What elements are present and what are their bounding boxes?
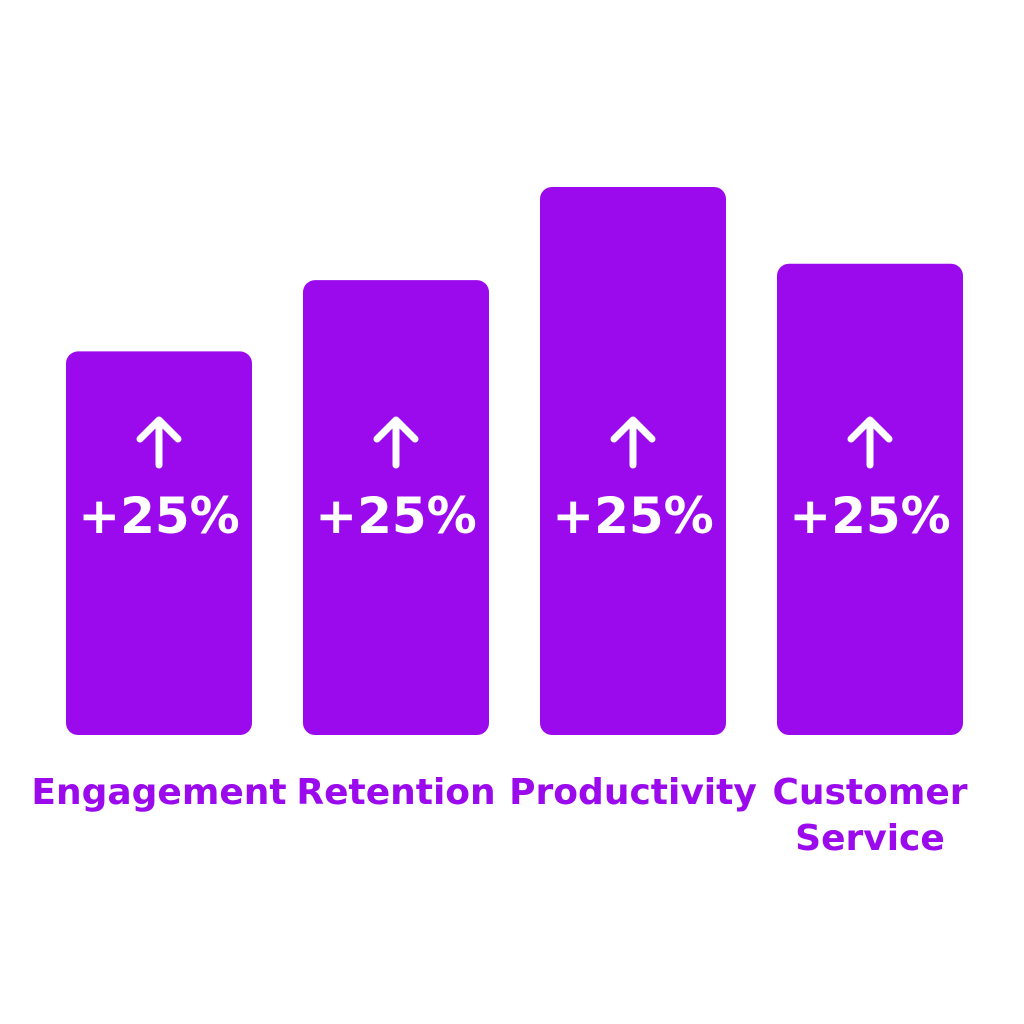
bars-group: +25% +25% +25% +25% <box>66 187 963 735</box>
category-label-engagement: Engagement <box>31 772 286 813</box>
arrow-up-icon <box>136 416 182 469</box>
value-label-customer-service: +25% <box>789 487 951 545</box>
category-label-customer-service-line-2: Service <box>795 818 945 859</box>
category-labels-group: Engagement Retention Productivity Customer S… <box>31 772 967 859</box>
category-label-customer-service-line-1: Customer <box>772 772 967 813</box>
value-label-retention: +25% <box>315 487 477 545</box>
value-label-productivity: +25% <box>552 487 714 545</box>
value-label-engagement: +25% <box>78 487 240 545</box>
category-label-retention: Retention <box>296 772 495 813</box>
arrow-up-icon <box>610 416 656 469</box>
bar-engagement <box>66 351 252 735</box>
bar-retention <box>303 280 489 735</box>
arrow-up-icon <box>373 416 419 469</box>
bar-customer-service <box>777 263 963 735</box>
arrow-up-icon <box>847 416 893 469</box>
category-label-productivity: Productivity <box>509 772 757 813</box>
